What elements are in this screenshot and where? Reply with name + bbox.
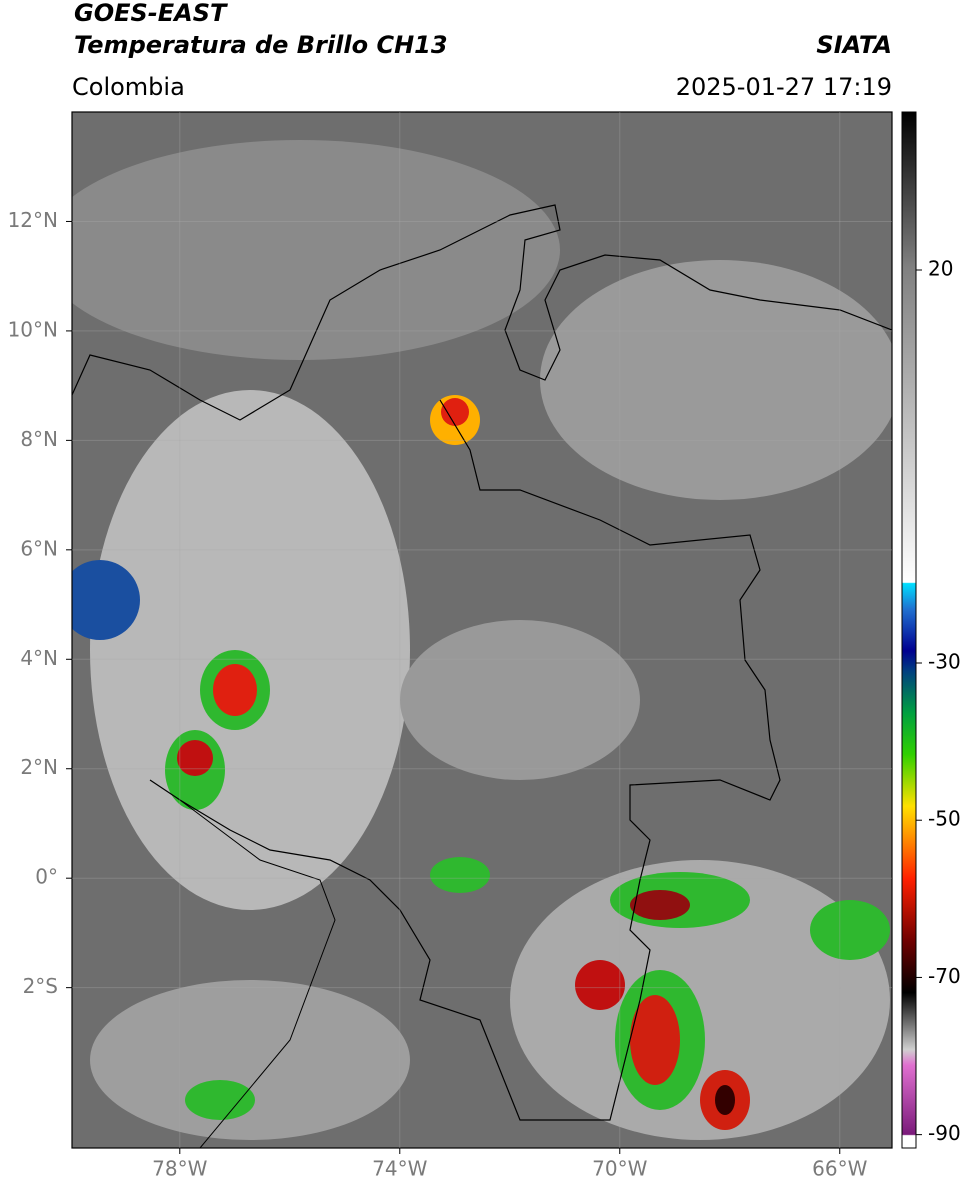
lat-tick-label: 2°N — [20, 755, 58, 779]
storm — [630, 890, 690, 920]
product-title: Temperatura de Brillo CH13 — [74, 31, 448, 59]
cloud — [540, 260, 892, 500]
storm — [72, 560, 140, 640]
lon-tick-label: 66°W — [812, 1157, 867, 1181]
storm — [630, 995, 680, 1085]
storm — [213, 664, 257, 716]
lat-tick-label: 10°N — [8, 317, 58, 341]
colorbar-tick-label: -90 — [928, 1121, 961, 1145]
cloud — [400, 620, 640, 780]
region-label: Colombia — [72, 73, 185, 101]
lon-tick-label: 74°W — [372, 1157, 427, 1181]
colorbar-ticks: 20 -30 -50 -70 -90 — [916, 256, 961, 1145]
colorbar-tick-label: -50 — [928, 807, 961, 831]
border — [149, 399, 781, 1121]
lat-tick-label: 4°N — [20, 646, 58, 670]
border — [179, 799, 336, 1148]
cloud — [90, 390, 410, 910]
map-frame — [71, 111, 893, 1149]
storm — [177, 740, 213, 776]
storm — [185, 1080, 255, 1120]
storm — [441, 398, 469, 426]
source-label: SIATA — [816, 31, 892, 59]
lat-tick-label: 8°N — [20, 427, 58, 451]
colorbar-tick-label: -30 — [928, 650, 961, 674]
colorbar — [901, 111, 917, 1149]
cloud — [72, 140, 560, 360]
storm — [430, 857, 490, 893]
coastline — [72, 204, 892, 421]
satellite-title: GOES-EAST — [74, 0, 228, 27]
storm — [810, 900, 890, 960]
colorbar-tick-label: -70 — [928, 964, 961, 988]
colorbar-tick-label: 20 — [928, 256, 953, 280]
lat-tick-label: 0° — [35, 865, 58, 889]
cloud — [510, 860, 890, 1140]
lon-tick-label: 78°W — [152, 1157, 207, 1181]
map-ticks: 78°W 74°W 70°W 66°W 12°N 10°N 8°N 6°N 4°N 2°N 0° 2°… — [8, 112, 892, 1181]
storm — [575, 960, 625, 1010]
lat-tick-label: 2°S — [23, 974, 58, 998]
lat-tick-label: 12°N — [8, 208, 58, 232]
storm — [715, 1085, 735, 1115]
datetime-label: 2025-01-27 17:19 — [676, 73, 892, 101]
lon-tick-label: 70°W — [592, 1157, 647, 1181]
cloud — [90, 980, 410, 1140]
satellite-image — [72, 112, 892, 1148]
lat-tick-label: 6°N — [20, 536, 58, 560]
